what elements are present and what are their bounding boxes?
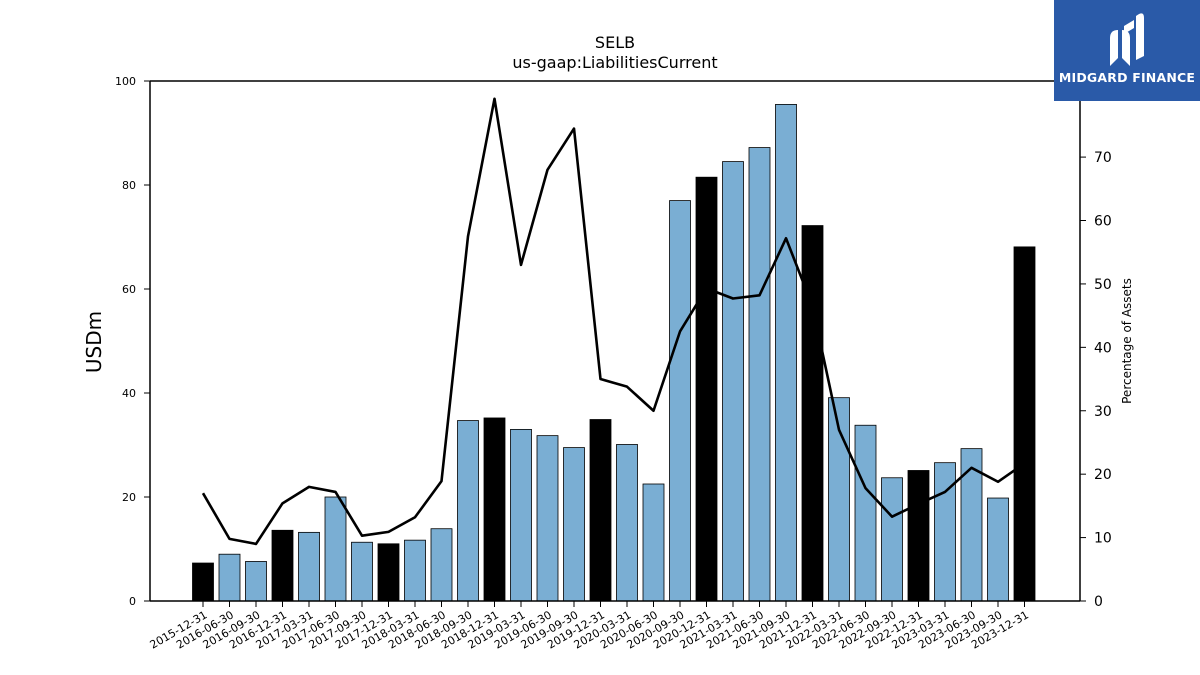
bar-2021-09-30	[775, 104, 797, 602]
bar-2023-12-31	[1013, 246, 1036, 602]
brand-logo: MIDGARD FINANCE	[1054, 0, 1200, 101]
bar-2022-06-30	[854, 424, 877, 602]
plot-area: 020406080100010203040506070802015-12-312…	[115, 75, 1112, 652]
bar-2020-09-30	[669, 200, 691, 602]
bar-2017-12-31	[377, 543, 400, 602]
y-tick-label-100: 100	[115, 75, 136, 88]
y2-tick-label-20: 20	[1094, 467, 1112, 483]
y2-tick-label-10: 10	[1094, 531, 1112, 547]
bar-2017-03-31	[298, 531, 320, 602]
bar-2018-06-30	[430, 528, 453, 602]
bar-2023-09-30	[987, 497, 1009, 602]
bar-2022-09-30	[881, 477, 903, 602]
bar-2017-09-30	[351, 541, 373, 602]
bar-2020-03-31	[616, 444, 638, 602]
bar-2020-12-31	[695, 176, 718, 602]
bar-2019-09-30	[563, 447, 585, 602]
y2-tick-label-70: 70	[1094, 150, 1112, 166]
logo-mark-icon	[1110, 13, 1144, 66]
bar-2015-12-31	[192, 562, 214, 602]
bar-2018-12-31	[483, 417, 506, 602]
bar-2022-12-31	[907, 470, 930, 602]
y2-tick-label-0: 0	[1094, 594, 1103, 610]
bar-2021-06-30	[748, 147, 771, 602]
y2-tick-label-50: 50	[1094, 277, 1112, 293]
logo-text: MIDGARD FINANCE	[1058, 70, 1196, 85]
y2-tick-label-40: 40	[1094, 340, 1112, 356]
bar-2019-06-30	[536, 435, 559, 602]
bar-2019-03-31	[510, 428, 532, 602]
bar-2016-12-31	[271, 529, 294, 602]
bar-2019-12-31	[589, 419, 612, 602]
y2-axis-label: Percentage of Assets	[1120, 278, 1134, 404]
bar-2021-03-31	[722, 161, 744, 602]
y-axis-label: USDm	[82, 311, 106, 373]
bar-2017-06-30	[324, 496, 347, 602]
bar-2021-12-31	[801, 225, 824, 602]
bar-2018-03-31	[404, 539, 426, 602]
y2-tick-label-60: 60	[1094, 214, 1112, 230]
y-tick-label-60: 60	[122, 283, 136, 296]
chart-subtitle: us-gaap:LiabilitiesCurrent	[512, 53, 717, 72]
bar-2016-09-30	[245, 561, 267, 602]
chart-title: SELB	[595, 33, 635, 52]
y-tick-label-20: 20	[122, 491, 136, 504]
bar-2023-03-31	[934, 462, 956, 602]
line-series-percentage	[201, 97, 1026, 546]
bar-2018-09-30	[457, 420, 479, 602]
y2-tick-label-30: 30	[1094, 404, 1112, 420]
y-tick-label-40: 40	[122, 387, 136, 400]
bar-2020-06-30	[642, 483, 665, 602]
y-tick-label-80: 80	[122, 179, 136, 192]
bar-2016-06-30	[218, 553, 241, 602]
y-tick-label-0: 0	[129, 595, 136, 608]
